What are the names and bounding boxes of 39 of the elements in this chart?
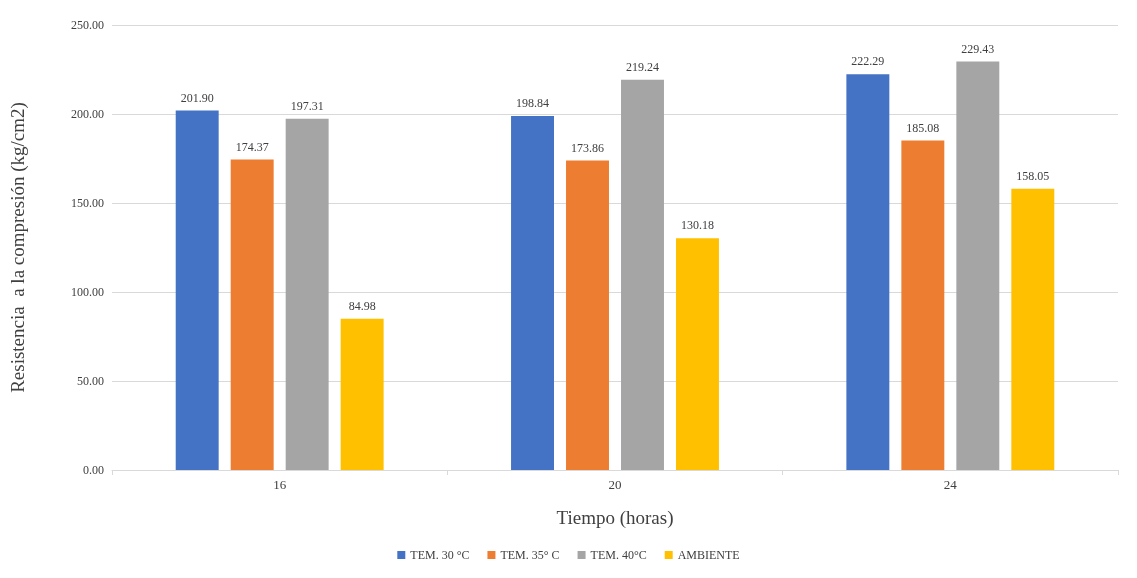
data-label: 222.29: [851, 54, 885, 69]
data-label: 219.24: [625, 59, 659, 74]
y-axis-title: Resistencia a la compresión (kg/cm2): [7, 102, 29, 393]
bar: [511, 116, 554, 470]
x-tick-label: 24: [943, 477, 958, 492]
bar: [956, 61, 1000, 470]
data-label: 185.08: [906, 120, 940, 135]
bar: [846, 74, 890, 470]
legend-label: TEM. 35° C: [500, 548, 560, 562]
data-label: 198.84: [516, 96, 550, 111]
y-tick-label: 0.00: [83, 463, 104, 477]
data-label: 229.43: [961, 41, 995, 56]
x-tick-label: 20: [608, 477, 622, 492]
bar: [621, 79, 664, 470]
data-label: 158.05: [1016, 168, 1050, 183]
bar: [230, 159, 274, 470]
x-tick-label: 16: [273, 477, 287, 492]
bar: [676, 238, 719, 470]
data-label: 197.31: [290, 98, 324, 113]
y-tick-label: 50.00: [77, 374, 104, 388]
legend-label: TEM. 30 °C: [410, 548, 470, 562]
y-tick-label: 100.00: [71, 285, 104, 299]
legend-label: TEM. 40°C: [590, 548, 647, 562]
bar: [1011, 188, 1055, 470]
bar: [901, 140, 945, 470]
y-tick-label: 200.00: [71, 107, 104, 121]
data-label: 201.90: [180, 90, 214, 105]
x-axis-title: Tiempo (horas): [556, 507, 674, 529]
y-tick-label: 150.00: [71, 196, 104, 210]
data-label: 174.37: [235, 139, 269, 154]
data-label: 84.98: [348, 298, 376, 313]
bar: [285, 118, 329, 470]
bar: [340, 318, 384, 470]
data-label: 130.18: [680, 218, 714, 233]
bar: [175, 110, 219, 470]
legend-label: AMBIENTE: [677, 548, 740, 562]
bar: [566, 160, 609, 470]
data-label: 173.86: [571, 140, 605, 155]
y-tick-label: 250.00: [71, 18, 104, 32]
